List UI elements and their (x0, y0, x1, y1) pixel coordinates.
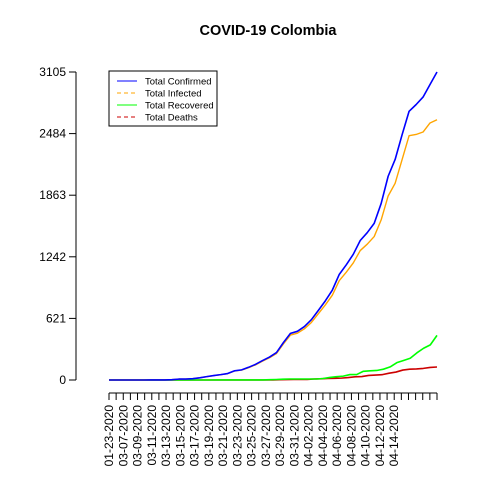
x-tick-label: 03-07-2020 (116, 405, 130, 467)
x-axis: 01-23-2020 03-07-2020 03-09-2020 03-11-2020… (102, 392, 438, 467)
series-line-total-deaths (109, 366, 438, 381)
x-tick-label: 03-21-2020 (216, 405, 230, 467)
plot-lines (109, 71, 438, 381)
x-tick-label: 01-23-2020 (102, 405, 116, 467)
x-tick-label: 03-13-2020 (159, 405, 173, 467)
x-tick-label: 03-09-2020 (131, 405, 145, 467)
series-line-total-confirmed (109, 71, 438, 381)
series-line-total-infected (109, 119, 438, 381)
y-tick-label: 621 (46, 311, 66, 325)
x-tick-label: 04-04-2020 (316, 405, 330, 467)
x-tick-label: 04-02-2020 (302, 405, 316, 467)
x-tick-label: 03-11-2020 (145, 405, 159, 466)
x-tick-label: 03-25-2020 (245, 405, 259, 467)
legend-label: Total Confirmed (145, 77, 212, 88)
x-tick-label: 04-06-2020 (330, 405, 344, 467)
y-tick-label: 0 (59, 373, 66, 387)
legend-label: Total Recovered (145, 101, 214, 112)
x-tick-label: 04-12-2020 (373, 405, 387, 467)
x-tick-label: 03-31-2020 (287, 405, 301, 467)
x-tick-label: 03-29-2020 (273, 405, 287, 467)
legend-label: Total Deaths (145, 113, 198, 124)
x-tick-label: 04-14-2020 (387, 405, 401, 467)
chart-title: COVID-19 Colombia (200, 23, 338, 39)
legend-label: Total Infected (145, 89, 202, 100)
y-tick-label: 2484 (39, 127, 66, 141)
y-axis: 0 621 1242 1863 2484 3105 (39, 65, 77, 387)
y-tick-label: 1863 (39, 188, 66, 202)
x-tick-label: 03-15-2020 (173, 405, 187, 467)
x-tick-label: 03-17-2020 (188, 405, 202, 467)
x-tick-label: 03-27-2020 (259, 405, 273, 467)
x-tick-label: 03-19-2020 (202, 405, 216, 467)
y-tick-label: 1242 (39, 250, 66, 264)
y-tick-label: 3105 (39, 65, 66, 79)
x-tick-label: 04-10-2020 (359, 405, 373, 467)
x-tick-label: 04-08-2020 (344, 405, 358, 467)
x-tick-label: 03-23-2020 (230, 405, 244, 467)
